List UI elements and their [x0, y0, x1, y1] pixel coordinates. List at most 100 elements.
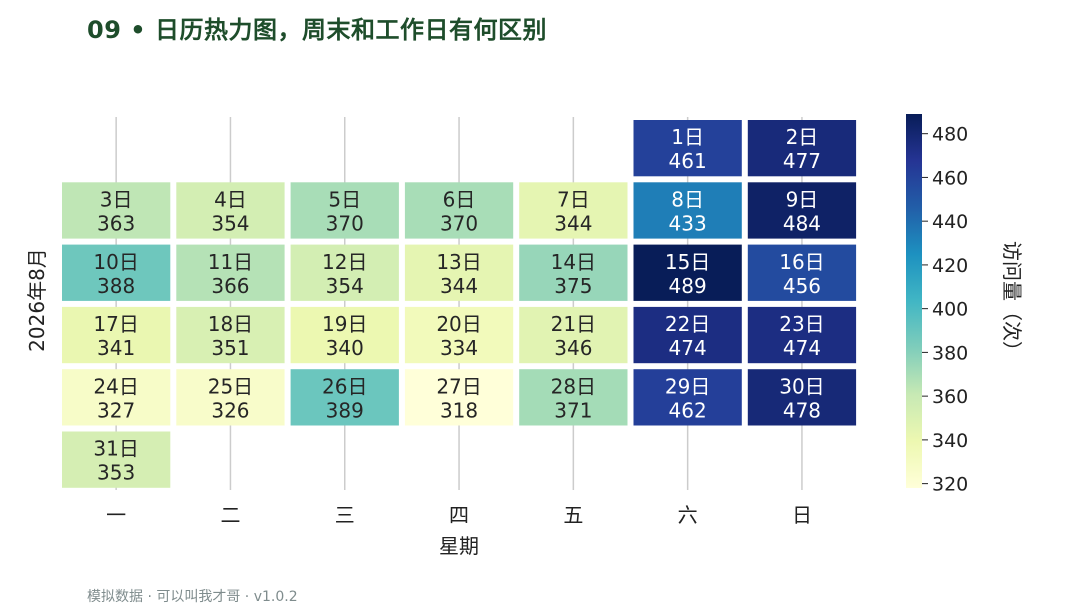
cell-value-label: 388	[97, 274, 135, 298]
cell-rect	[404, 369, 514, 426]
cell-value-label: 474	[669, 336, 707, 360]
cell-rect	[633, 120, 742, 177]
cell-value-label: 477	[783, 149, 821, 173]
cell-value-label: 327	[97, 398, 135, 422]
cell-rect	[747, 369, 857, 426]
cell-rect	[633, 244, 742, 301]
cell-day-label: 17日	[93, 312, 138, 336]
cell-value-label: 366	[211, 274, 249, 298]
cell-day-label: 15日	[665, 250, 710, 274]
x-tick-label: 一	[106, 503, 126, 527]
cell-rect	[62, 431, 171, 488]
cell-rect	[62, 182, 171, 239]
colorbar-tick-label: 400	[932, 299, 968, 321]
cell-rect	[747, 120, 857, 177]
vertical-gridlines	[115, 117, 803, 490]
cell-value-label: 489	[669, 274, 707, 298]
cell-day-label: 7日	[557, 187, 590, 211]
cell-rect	[519, 244, 628, 301]
cell-value-label: 370	[326, 211, 364, 235]
cell-day-label: 20日	[436, 312, 481, 336]
cell-day-label: 11日	[208, 250, 253, 274]
colorbar-tick-label: 440	[932, 211, 968, 233]
cell-rect	[290, 369, 399, 426]
cell-day-label: 1日	[671, 125, 704, 149]
cell-day-label: 12日	[322, 250, 367, 274]
cell-value-label: 341	[97, 336, 135, 360]
cell-day-label: 18日	[208, 312, 253, 336]
colorbar-tick-label: 420	[932, 255, 968, 277]
cell-value-label: 370	[440, 211, 478, 235]
cell-value-label: 346	[554, 336, 592, 360]
cell-value-label: 462	[669, 398, 707, 422]
cell-value-label: 478	[783, 398, 821, 422]
cell-rect	[290, 244, 399, 301]
cell-day-label: 16日	[779, 250, 824, 274]
cell-day-label: 29日	[665, 374, 710, 398]
cell-value-label: 344	[440, 274, 478, 298]
cell-value-label: 433	[669, 211, 707, 235]
cell-value-label: 351	[211, 336, 249, 360]
cell-value-label: 371	[554, 398, 592, 422]
cell-value-label: 461	[669, 149, 707, 173]
cell-value-label: 340	[326, 336, 364, 360]
colorbar-label: 访问量（次）	[1000, 241, 1024, 361]
cell-rect	[747, 306, 857, 364]
cell-rect	[633, 182, 742, 239]
cell-day-label: 27日	[436, 374, 481, 398]
cell-value-label: 354	[326, 274, 364, 298]
cell-rect	[290, 182, 399, 239]
x-tick-label: 五	[563, 503, 583, 527]
x-tick-label: 四	[449, 503, 469, 527]
cell-value-label: 353	[97, 461, 135, 485]
cell-rect	[633, 306, 742, 364]
heatmap-cells: 1日4612日4773日3634日3545日3706日3707日3448日433…	[62, 120, 857, 488]
colorbar-tick-label: 480	[932, 124, 968, 146]
cell-value-label: 326	[211, 398, 249, 422]
cell-day-label: 25日	[208, 374, 253, 398]
cell-day-label: 5日	[328, 187, 361, 211]
cell-rect	[404, 244, 514, 301]
footer-credit: 模拟数据 · 可以叫我才哥 · v1.0.2	[87, 589, 298, 605]
x-tick-label: 日	[792, 503, 812, 527]
colorbar-tick-label: 320	[932, 474, 968, 496]
cell-day-label: 10日	[93, 250, 138, 274]
cell-rect	[404, 182, 514, 239]
colorbar-ticks: 320 340 360 380 400 420 440 460 480	[922, 124, 968, 496]
x-axis-label: 星期	[439, 534, 479, 558]
cell-day-label: 30日	[779, 374, 824, 398]
cell-rect	[176, 306, 285, 364]
x-tick-label: 六	[678, 503, 698, 527]
cell-value-label: 344	[554, 211, 592, 235]
cell-rect	[519, 369, 628, 426]
cell-rect	[519, 306, 628, 364]
